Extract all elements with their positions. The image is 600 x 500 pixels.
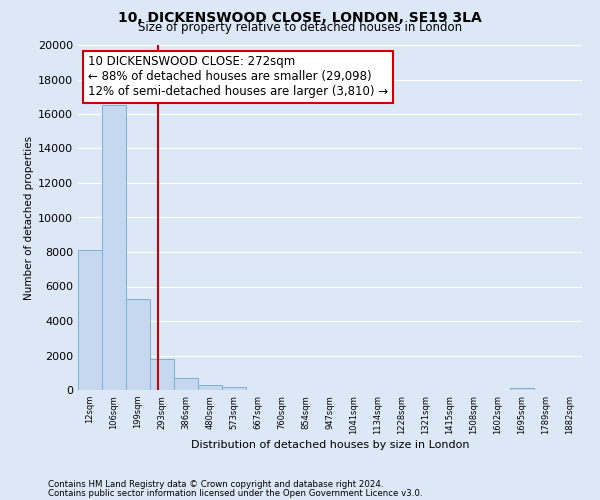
- Bar: [78, 250, 102, 390]
- Text: Size of property relative to detached houses in London: Size of property relative to detached ho…: [138, 21, 462, 34]
- Text: 10, DICKENSWOOD CLOSE, LONDON, SE19 3LA: 10, DICKENSWOOD CLOSE, LONDON, SE19 3LA: [118, 11, 482, 25]
- Bar: [150, 359, 174, 390]
- Bar: [198, 385, 222, 390]
- Bar: [510, 388, 534, 390]
- Bar: [102, 106, 126, 390]
- Text: 10 DICKENSWOOD CLOSE: 272sqm
← 88% of detached houses are smaller (29,098)
12% o: 10 DICKENSWOOD CLOSE: 272sqm ← 88% of de…: [88, 56, 388, 98]
- Y-axis label: Number of detached properties: Number of detached properties: [24, 136, 34, 300]
- Text: Contains public sector information licensed under the Open Government Licence v3: Contains public sector information licen…: [48, 488, 422, 498]
- Text: Contains HM Land Registry data © Crown copyright and database right 2024.: Contains HM Land Registry data © Crown c…: [48, 480, 383, 489]
- X-axis label: Distribution of detached houses by size in London: Distribution of detached houses by size …: [191, 440, 469, 450]
- Bar: [174, 378, 198, 390]
- Bar: [126, 298, 150, 390]
- Bar: [222, 388, 246, 390]
